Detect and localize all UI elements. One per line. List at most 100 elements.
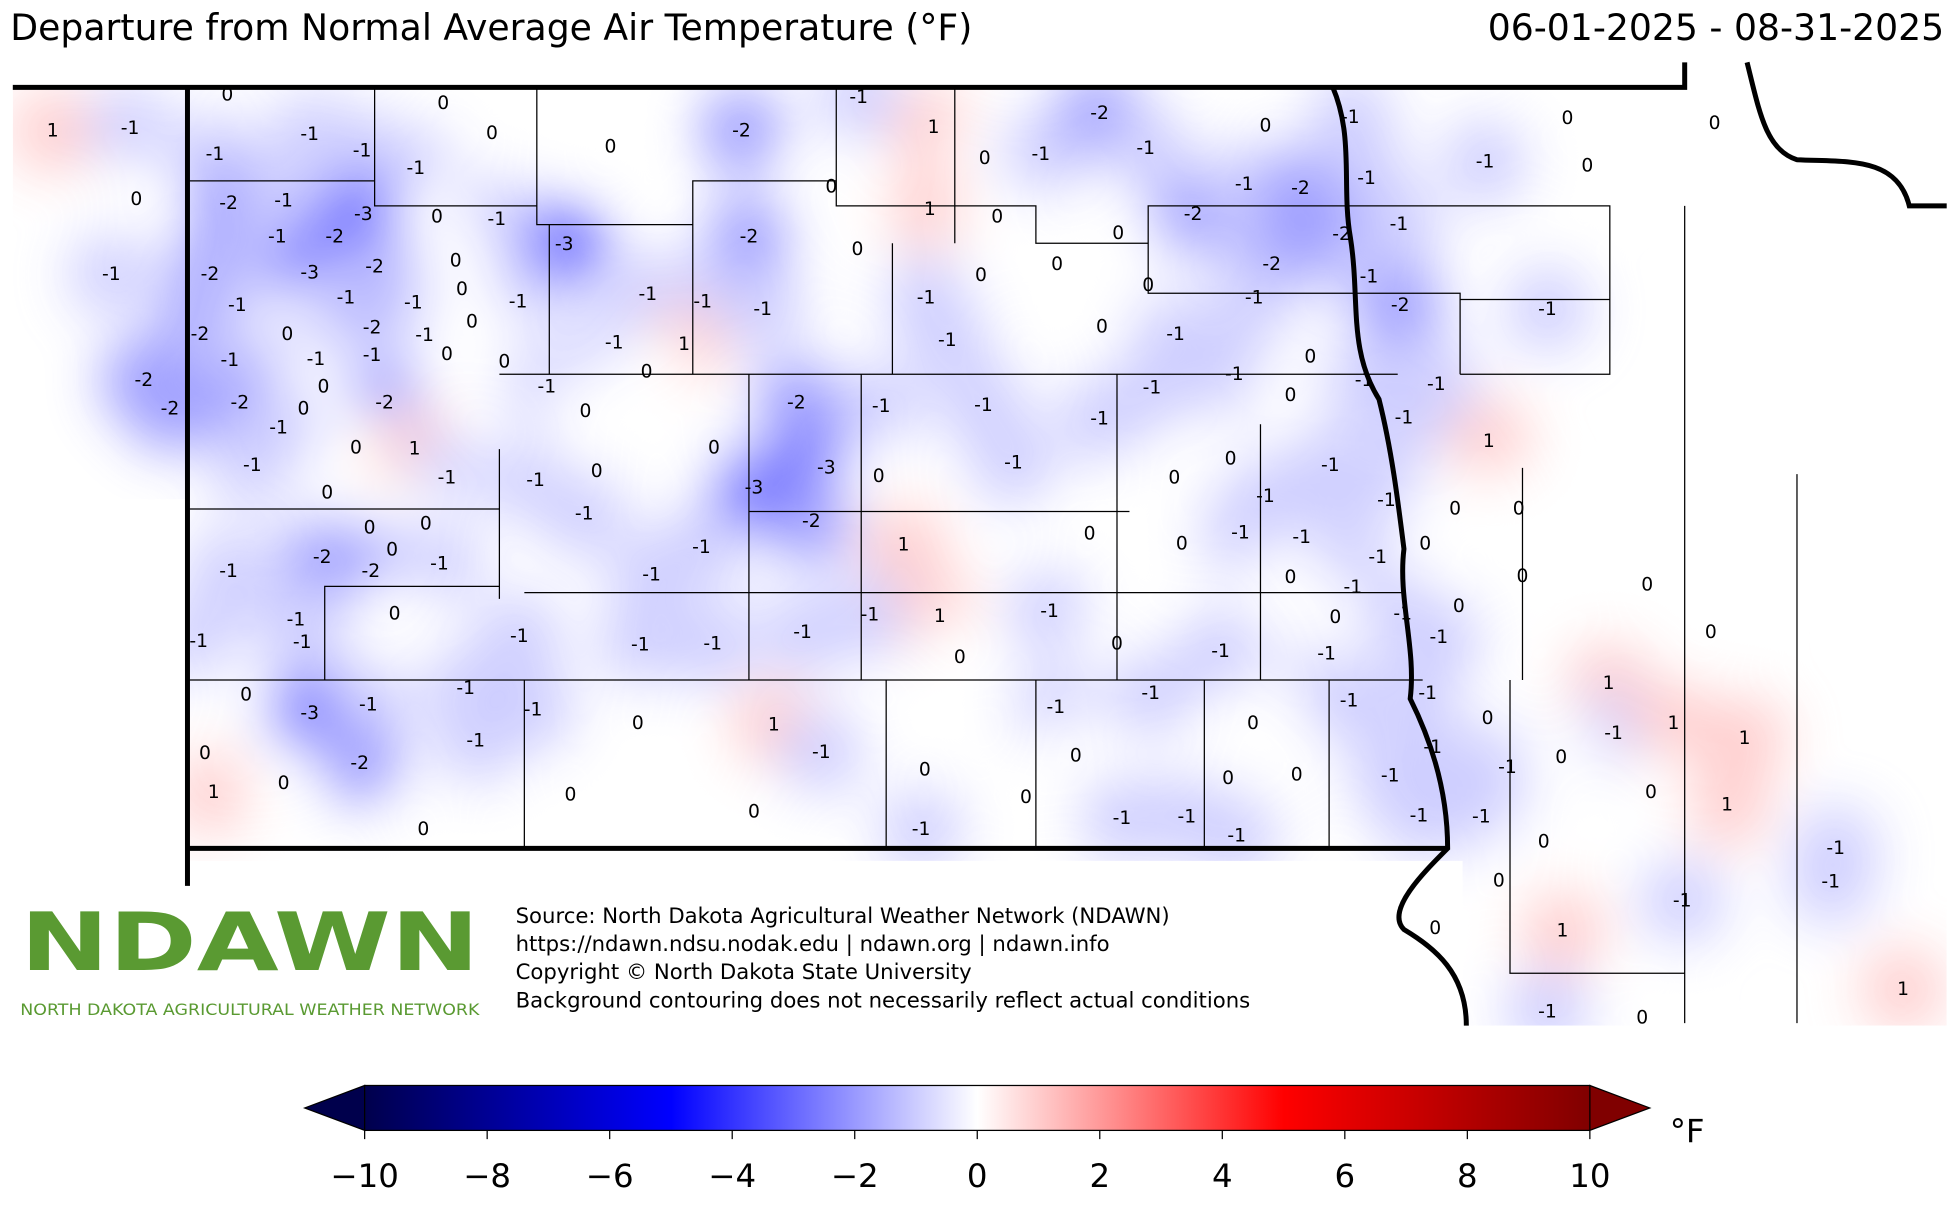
station-value: -2 <box>362 561 381 582</box>
date-range: 06-01-2025 - 08-31-2025 <box>1488 6 1944 49</box>
contour-blob <box>1047 491 1132 577</box>
contour-blob <box>778 709 864 795</box>
contour-blob <box>68 232 154 317</box>
station-value: -1 <box>1340 691 1359 712</box>
station-value: 0 <box>298 399 310 420</box>
station-value: 0 <box>1581 155 1593 176</box>
contour-blob <box>711 769 797 855</box>
station-value: 0 <box>466 311 478 332</box>
station-value: -1 <box>693 291 712 312</box>
station-value: 0 <box>321 482 333 503</box>
contour-blob <box>1211 255 1297 341</box>
station-value: -2 <box>740 227 759 248</box>
station-value: -1 <box>415 325 434 346</box>
contour-blob <box>1254 732 1340 818</box>
station-value: -1 <box>353 140 372 161</box>
station-value: 1 <box>928 117 940 138</box>
contour-blob <box>1599 975 1685 1026</box>
logo-tagline: NORTH DAKOTA AGRICULTURAL WEATHER NETWOR… <box>20 1001 480 1019</box>
station-value: -1 <box>917 288 936 309</box>
station-value: -2 <box>134 370 153 391</box>
colorbar-tick-label: −4 <box>708 1157 756 1195</box>
contour-blob <box>998 112 1084 198</box>
station-value: 0 <box>1020 787 1032 808</box>
station-value: 0 <box>1260 116 1272 137</box>
station-value: -1 <box>793 622 812 643</box>
station-value: -2 <box>1391 295 1410 316</box>
contour-blob <box>1442 119 1528 205</box>
station-value: -1 <box>404 293 423 314</box>
station-value: -2 <box>1332 224 1351 245</box>
colorbar-tick-label: −2 <box>831 1157 879 1195</box>
contour-blob <box>568 104 653 190</box>
station-value: -1 <box>268 227 287 248</box>
station-value: -1 <box>102 264 121 285</box>
station-value: 0 <box>441 344 453 365</box>
station-value: -1 <box>1410 805 1429 826</box>
station-value: -1 <box>938 330 957 351</box>
station-value: 0 <box>565 784 577 805</box>
contour-blob <box>1860 946 1946 1026</box>
station-value: -1 <box>1227 825 1246 846</box>
station-value: -1 <box>1673 890 1692 911</box>
station-value: 1 <box>1556 920 1568 941</box>
colorbar-extend-low <box>302 1084 366 1132</box>
contour-blob <box>827 572 913 658</box>
station-value: 1 <box>934 606 946 627</box>
station-value: -1 <box>274 190 293 211</box>
station-value: 0 <box>1453 596 1465 617</box>
station-value: 0 <box>456 279 468 300</box>
station-value: 0 <box>437 93 449 114</box>
contour-blob <box>449 91 535 176</box>
station-value: 0 <box>873 466 885 487</box>
station-value: -1 <box>1821 872 1840 893</box>
contour-blob <box>1456 838 1542 924</box>
station-value: -1 <box>849 87 868 108</box>
station-value: 0 <box>450 250 462 271</box>
contour-blob <box>1194 793 1280 879</box>
station-value: -1 <box>1235 174 1254 195</box>
source-line: https://ndawn.ndsu.nodak.edu | ndawn.org… <box>516 932 1110 957</box>
station-value: -1 <box>1430 627 1449 648</box>
source-notes: Source: North Dakota Agricultural Weathe… <box>516 904 1251 1013</box>
colorbar: −10 −8 −6 −4 −2 0 2 4 6 8 10 °F <box>302 1084 1705 1195</box>
station-value: -1 <box>1141 683 1160 704</box>
station-value: 0 <box>1482 708 1494 729</box>
station-value: -2 <box>191 324 210 345</box>
station-value: 0 <box>919 759 931 780</box>
contour-blob <box>670 601 756 687</box>
contour-blob <box>476 593 562 679</box>
station-value: -1 <box>359 694 378 715</box>
station-value: 0 <box>852 239 864 260</box>
station-value: -2 <box>802 511 821 532</box>
contour-blob <box>1079 776 1165 861</box>
contour-blob <box>1518 714 1604 800</box>
contour-field <box>12 87 1946 1026</box>
contour-blob <box>838 364 924 450</box>
station-value: 1 <box>1739 728 1751 749</box>
contour-blob <box>699 88 784 174</box>
station-value: 0 <box>1070 746 1082 767</box>
station-value: -1 <box>1292 527 1311 548</box>
station-value: 0 <box>580 401 592 422</box>
station-value: -1 <box>438 467 457 488</box>
contour-blob <box>760 590 845 675</box>
station-value: 0 <box>240 684 252 705</box>
station-labels: 1 -100-1-1-10-100-2-110 -1-2-10 -1 0-1 00-2 -1… <box>47 84 1909 1028</box>
station-value: -1 <box>1381 766 1400 787</box>
contour-blob <box>1604 542 1690 628</box>
station-value: -1 <box>974 395 993 416</box>
station-value: -1 <box>406 158 425 179</box>
station-value: -1 <box>1341 107 1360 128</box>
contour-blob <box>595 681 681 767</box>
station-value: 0 <box>318 376 330 397</box>
contour-blob <box>528 752 613 838</box>
colorbar-tick-label: 2 <box>1089 1157 1110 1195</box>
station-value: 0 <box>486 123 498 144</box>
station-value: -1 <box>466 731 485 752</box>
station-value: 0 <box>1538 832 1550 853</box>
contour-blob <box>1476 466 1562 552</box>
station-value: -1 <box>1143 378 1162 399</box>
station-value: -1 <box>1004 452 1023 473</box>
station-value: -1 <box>526 470 545 491</box>
